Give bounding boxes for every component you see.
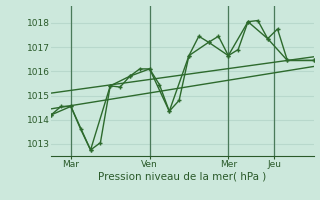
X-axis label: Pression niveau de la mer( hPa ): Pression niveau de la mer( hPa ) — [98, 172, 267, 182]
